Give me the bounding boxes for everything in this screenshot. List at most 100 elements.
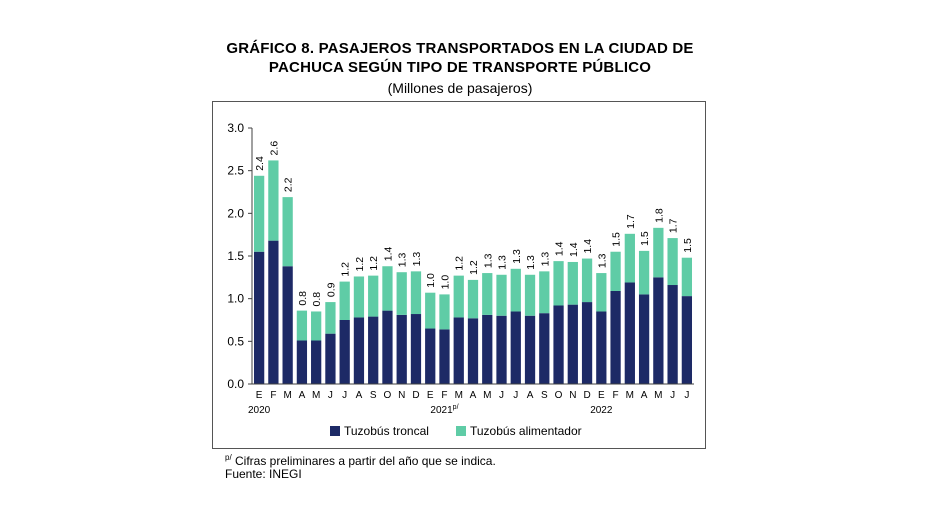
bar-alimentador	[653, 227, 664, 278]
x-tick-label: M	[654, 390, 662, 401]
bar-troncal	[610, 290, 621, 384]
x-tick-label: D	[583, 390, 590, 401]
bar-troncal	[353, 317, 365, 384]
bar-total-label: 1.3	[482, 253, 494, 268]
chart-frame	[212, 101, 706, 449]
footnote-text: Cifras preliminares a partir del año que…	[235, 454, 496, 468]
bar-alimentador	[410, 271, 422, 315]
bar-total-label: 1.2	[368, 256, 380, 271]
x-tick-label: F	[613, 390, 619, 401]
bar-alimentador	[482, 273, 493, 315]
bar-alimentador	[681, 257, 693, 297]
bar-troncal	[539, 313, 550, 384]
bar-troncal	[268, 240, 279, 384]
bar-alimentador	[539, 271, 550, 314]
bar-total-label: 0.8	[297, 291, 309, 306]
x-tick-label: J	[499, 390, 504, 401]
chart: 0.0 0.5 1.0 1.5 2.0 2.5 3.0 2.4 E 2.6 F 2.2 M 0.8 A 0.8…	[227, 121, 694, 438]
x-tick-label: J	[328, 390, 333, 401]
bar-troncal	[681, 296, 693, 384]
bar-troncal	[282, 266, 293, 384]
bar-total-label: 1.3	[411, 252, 423, 267]
bar-troncal	[396, 314, 407, 384]
bar-total-label: 1.2	[340, 262, 352, 277]
legend-label-alimentador: Tuzobús alimentador	[470, 424, 582, 438]
x-tick-label: O	[555, 390, 563, 401]
year-label: 2021p/	[430, 404, 458, 416]
bar-total-label: 1.4	[582, 239, 594, 254]
x-tick-label: E	[427, 390, 434, 401]
bar-total-label: 1.3	[596, 253, 608, 268]
bar-alimentador	[311, 311, 322, 341]
bar-alimentador	[353, 276, 365, 318]
x-tick-label: S	[370, 390, 377, 401]
x-tick-label: M	[626, 390, 634, 401]
bar-total-label: 1.4	[568, 242, 580, 257]
chart-subtitle: (Millones de pasajeros)	[387, 80, 533, 96]
legend-swatch-troncal	[330, 426, 340, 436]
x-tick-label: E	[256, 390, 263, 401]
bar-alimentador	[325, 302, 336, 334]
x-tick-label: N	[569, 390, 576, 401]
bar-troncal	[581, 302, 593, 384]
x-tick-label: M	[312, 390, 320, 401]
y-tick-label: 0.0	[227, 377, 244, 391]
legend-label-troncal: Tuzobús troncal	[344, 424, 429, 438]
bar-troncal	[524, 315, 536, 384]
footnote: p/ Cifras preliminares a partir del año …	[225, 453, 496, 468]
bar-alimentador	[467, 279, 479, 319]
bar-troncal	[638, 294, 650, 384]
bar-alimentador	[638, 250, 650, 295]
bar-alimentador	[624, 233, 635, 283]
bar-total-label: 1.2	[468, 260, 480, 275]
bar-alimentador	[382, 266, 393, 311]
bar-troncal	[453, 317, 464, 384]
x-tick-label: A	[641, 390, 648, 401]
bar-alimentador	[567, 261, 578, 305]
bar-alimentador	[553, 261, 564, 306]
bar-troncal	[653, 277, 664, 384]
y-tick-label: 3.0	[227, 121, 244, 135]
x-tick-label: F	[441, 390, 447, 401]
bar-total-label: 0.8	[311, 292, 323, 307]
bar-alimentador	[425, 292, 436, 329]
bar-alimentador	[253, 175, 265, 252]
bar-alimentador	[296, 310, 308, 341]
footnote-mark: p/	[225, 453, 232, 462]
x-tick-label: J	[513, 390, 518, 401]
bar-troncal	[567, 304, 578, 384]
bar-alimentador	[268, 160, 279, 241]
bar-troncal	[253, 251, 265, 384]
x-tick-label: A	[470, 390, 477, 401]
bar-total-label: 2.6	[268, 141, 280, 156]
y-tick-label: 1.0	[227, 292, 244, 306]
bar-alimentador	[453, 275, 464, 318]
x-tick-label: J	[342, 390, 347, 401]
legend-swatch-alimentador	[456, 426, 466, 436]
year-label: 2020	[248, 405, 271, 416]
bar-total-label: 1.3	[397, 252, 409, 267]
bar-total-label: 1.3	[497, 255, 509, 270]
bar-total-label: 1.3	[539, 252, 551, 267]
bar-troncal	[482, 314, 493, 384]
bar-total-label: 0.9	[325, 282, 337, 297]
bar-alimentador	[581, 258, 593, 303]
y-tick-label: 2.5	[227, 164, 244, 178]
bar-alimentador	[510, 268, 521, 312]
x-tick-label: E	[598, 390, 605, 401]
bar-total-label: 2.2	[283, 177, 295, 192]
x-tick-label: J	[684, 390, 689, 401]
bar-total-label: 1.3	[525, 255, 537, 270]
bar-total-label: 1.0	[439, 275, 451, 290]
y-tick-label: 2.0	[227, 206, 244, 220]
bar-troncal	[510, 311, 521, 384]
bar-alimentador	[439, 294, 450, 330]
bar-troncal	[439, 329, 450, 384]
bar-troncal	[311, 340, 322, 384]
bar-alimentador	[339, 281, 350, 320]
y-tick-label: 0.5	[227, 334, 244, 348]
bar-troncal	[553, 305, 564, 384]
x-tick-label: A	[527, 390, 534, 401]
bar-total-label: 1.4	[382, 246, 394, 261]
y-tick-label: 1.5	[227, 249, 244, 263]
